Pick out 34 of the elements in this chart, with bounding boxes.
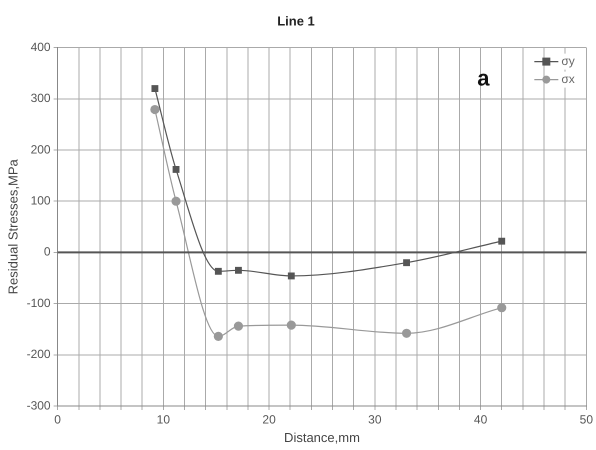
y-tick-label: -300 <box>26 398 51 412</box>
legend-label: σx <box>561 72 575 86</box>
point <box>497 303 506 312</box>
point <box>151 85 158 92</box>
point <box>214 268 222 275</box>
x-tick-label: 0 <box>54 412 62 427</box>
point <box>402 328 412 338</box>
point <box>403 259 410 266</box>
x-tick-label: 10 <box>156 412 170 427</box>
y-tick-label: -100 <box>26 296 51 310</box>
y-tick-label: 200 <box>30 142 51 156</box>
y-tick-label: -200 <box>26 347 51 362</box>
x-axis-title: Distance,mm <box>284 430 360 445</box>
x-tick-label: 50 <box>580 412 594 427</box>
x-tick-label: 40 <box>474 412 488 427</box>
legend-label: σy <box>561 54 575 68</box>
y-tick-label: 0 <box>44 244 51 259</box>
point <box>234 322 244 331</box>
y-tick-label: 300 <box>30 91 51 106</box>
point <box>214 332 223 341</box>
point <box>498 238 506 245</box>
y-tick-label: 100 <box>30 194 51 208</box>
y-axis-title: Residual Stresses,MPa <box>5 158 20 294</box>
point <box>235 266 242 274</box>
point <box>150 104 160 114</box>
annotation: a <box>477 66 490 91</box>
point <box>172 166 180 173</box>
point <box>286 320 296 330</box>
y-tick-label: 400 <box>30 40 51 54</box>
x-tick-label: 20 <box>262 412 276 427</box>
x-tick-label: 30 <box>368 412 382 427</box>
point <box>171 196 181 206</box>
point <box>288 272 295 280</box>
chart-title: Line 1 <box>277 13 315 28</box>
